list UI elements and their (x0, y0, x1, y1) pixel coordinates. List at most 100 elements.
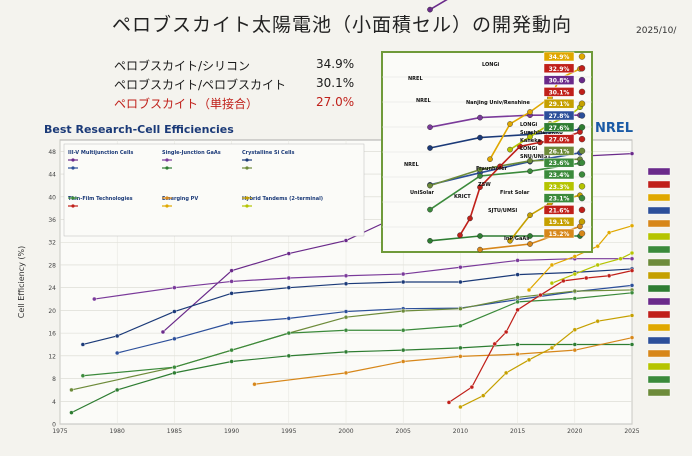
inset-efficiency-label: 21.6% (549, 207, 570, 214)
legend-marker (165, 204, 169, 208)
inset-efficiency-marker (578, 53, 586, 60)
data-point (229, 320, 234, 326)
data-point (69, 387, 74, 393)
inset-data-point (427, 237, 433, 244)
data-point (538, 292, 543, 298)
inset-efficiency-label: 23.6% (549, 160, 570, 167)
technology-legend: III-V Multijunction Cells Single-Junction… (63, 143, 365, 237)
data-point (286, 275, 291, 281)
series-line (448, 270, 633, 403)
data-point (629, 256, 635, 261)
data-point (458, 404, 463, 410)
inset-data-point (477, 114, 483, 121)
legend-label: ペロブスカイト（単接合） (114, 97, 259, 111)
data-point (401, 271, 406, 277)
data-point (343, 315, 349, 320)
right-tag (647, 388, 671, 397)
inset-data-point (527, 168, 533, 174)
data-point (526, 357, 532, 363)
inset-data-point (467, 215, 473, 222)
data-point (549, 280, 555, 286)
data-point (343, 309, 349, 314)
inset-data-point (477, 184, 483, 190)
legend-value: 30.1% (316, 76, 355, 90)
inset-data-point (477, 166, 483, 173)
data-point (515, 351, 520, 357)
inset-data-point (487, 156, 493, 162)
inset-efficiency-label: 27.0% (549, 137, 570, 144)
series-line (82, 292, 633, 377)
inset-data-point (457, 232, 463, 238)
data-point (572, 288, 577, 294)
inset-data-point (477, 246, 483, 253)
inset-lab-label: InP/GaAs (504, 236, 529, 242)
legend-value: 34.9% (316, 57, 355, 71)
series-thin-film-si (69, 342, 635, 415)
inset-lab-label: NREL (408, 76, 423, 82)
y-tick-label: 16 (48, 331, 56, 338)
legend-marker (71, 196, 75, 200)
right-tag (647, 167, 671, 176)
data-point (515, 307, 520, 313)
data-point (343, 370, 349, 376)
right-tag (647, 297, 671, 306)
data-point (572, 327, 577, 332)
data-point (114, 387, 120, 393)
right-tag (647, 349, 671, 358)
legend-marker (71, 158, 75, 162)
data-point (458, 345, 463, 351)
inset-efficiency-marker (578, 100, 586, 107)
inset-efficiency-tag (543, 193, 575, 203)
inset-lab-label: Sunshine/SKKU (520, 130, 563, 136)
data-point (572, 296, 577, 301)
data-point (343, 281, 349, 286)
series-line (94, 258, 632, 300)
data-point (229, 279, 234, 284)
x-tick-label: 1985 (167, 428, 182, 435)
x-tick-label: 1995 (281, 428, 296, 435)
data-point (549, 345, 555, 351)
series-line (117, 284, 633, 354)
data-point (446, 400, 452, 405)
inset-data-point (507, 121, 513, 127)
inset-efficiency-marker (578, 76, 586, 84)
inset-series-line (429, 152, 581, 186)
data-point (114, 350, 120, 356)
inset-data-point (427, 6, 433, 13)
data-point (172, 336, 177, 341)
inset-data-point (427, 206, 433, 213)
data-point (618, 256, 623, 261)
right-tag (647, 193, 671, 202)
y-tick-label: 28 (48, 262, 56, 269)
data-point (458, 323, 463, 328)
right-tag (647, 206, 671, 215)
inset-efficiency-marker (578, 65, 586, 72)
inset-lab-label: SNU/UNIST (520, 154, 551, 160)
data-point (515, 258, 520, 263)
data-point (229, 291, 234, 296)
data-point (629, 335, 635, 340)
inset-efficiency-label: 23.1% (549, 196, 570, 203)
inset-efficiency-label: 19.1% (549, 219, 570, 226)
data-point (252, 382, 257, 387)
y-tick-label: 24 (48, 285, 56, 292)
inset-data-point (527, 233, 533, 239)
chart-series (69, 151, 635, 415)
data-point (503, 370, 509, 376)
data-point (229, 359, 234, 364)
x-tick-label: 1980 (110, 428, 125, 435)
inset-efficiency-marker (578, 88, 586, 96)
x-tick-label: 2010 (453, 428, 468, 435)
data-point (458, 265, 463, 270)
data-point (458, 306, 463, 311)
series-single-junction-gaas (92, 256, 635, 302)
legend-marker (245, 158, 249, 162)
data-point (606, 273, 612, 278)
legend-label: ペロブスカイト/シリコン (114, 59, 251, 73)
data-point (595, 244, 600, 249)
legend-marker (71, 204, 75, 208)
inset-lab-label: LONGi (482, 62, 500, 68)
right-tag (647, 310, 671, 319)
data-point (469, 384, 475, 390)
